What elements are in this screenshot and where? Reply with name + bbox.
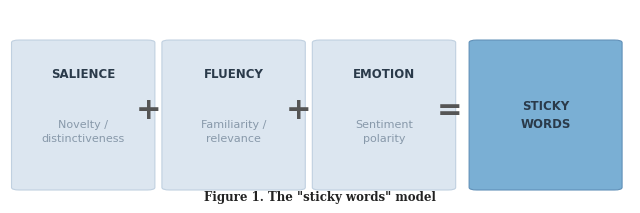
FancyBboxPatch shape <box>312 40 456 190</box>
Text: Novelty /
distinctiveness: Novelty / distinctiveness <box>42 120 125 144</box>
Text: =: = <box>437 96 463 125</box>
FancyBboxPatch shape <box>469 40 622 190</box>
Text: +: + <box>286 96 312 125</box>
Text: SALIENCE: SALIENCE <box>51 68 115 81</box>
Text: FLUENCY: FLUENCY <box>204 68 264 81</box>
Text: +: + <box>136 96 161 125</box>
Text: Sentiment
polarity: Sentiment polarity <box>355 120 413 144</box>
Text: EMOTION: EMOTION <box>353 68 415 81</box>
FancyBboxPatch shape <box>162 40 305 190</box>
Text: Familiarity /
relevance: Familiarity / relevance <box>201 120 266 144</box>
FancyBboxPatch shape <box>12 40 155 190</box>
Text: Figure 1. The "sticky words" model: Figure 1. The "sticky words" model <box>204 191 436 204</box>
Text: STICKY
WORDS: STICKY WORDS <box>520 99 571 131</box>
